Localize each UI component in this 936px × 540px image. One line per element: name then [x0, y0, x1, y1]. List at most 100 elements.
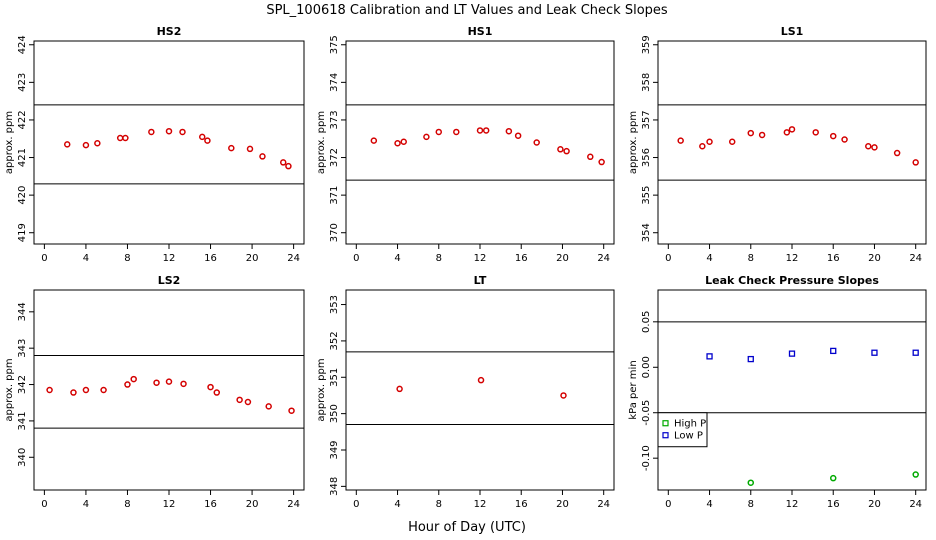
plot-frame: [345, 289, 615, 491]
data-point: [116, 134, 124, 142]
x-tick-label: 0: [353, 253, 359, 264]
panel-2: HS1 0 4 8 12 16 20 24 370 371 372 373 374 375 approx. …: [316, 25, 615, 264]
data-point: [514, 132, 522, 139]
data-point: [477, 376, 485, 384]
data-point: [747, 479, 755, 486]
x-tick-label: 16: [515, 253, 528, 264]
legend-swatch: [662, 432, 669, 439]
x-tick-label: 16: [827, 499, 840, 510]
data-point: [728, 138, 736, 145]
legend-label: High P: [674, 419, 706, 430]
y-tick-label: 0.05: [641, 311, 652, 333]
y-tick-label: 371: [329, 186, 340, 205]
y-tick-label: 344: [17, 302, 28, 321]
y-tick-label: 353: [329, 295, 340, 314]
data-point: [288, 407, 295, 414]
y-tick-label: 359: [641, 35, 652, 54]
data-point: [783, 129, 791, 136]
x-tick-label: 4: [83, 253, 89, 264]
y-tick-label: 356: [641, 148, 652, 167]
data-point: [204, 137, 211, 144]
data-point: [747, 355, 754, 363]
data-point: [180, 380, 187, 388]
data-point: [912, 159, 919, 166]
x-tick-label: 16: [827, 253, 840, 264]
panel-title: LT: [474, 274, 487, 287]
panel-title: HS2: [157, 25, 182, 38]
y-tick-label: 348: [329, 477, 340, 496]
x-tick-label: 12: [163, 499, 176, 510]
panel-6: Leak Check Pressure Slopes 0 4 8 12 16 20 24 -0.…: [628, 274, 927, 510]
data-point: [244, 398, 252, 406]
y-tick-label: 370: [329, 223, 340, 242]
y-tick-label: 419: [17, 223, 28, 242]
panel-3: LS1 0 4 8 12 16 20 24 354 355 356 357 358 359 approx. …: [628, 25, 927, 264]
data-point: [758, 131, 766, 139]
data-point: [46, 386, 53, 394]
panel-title: HS1: [468, 25, 493, 38]
data-point: [788, 126, 796, 133]
data-point: [100, 386, 107, 394]
x-tick-label: 20: [868, 499, 881, 510]
y-axis-label: approx. ppm: [316, 111, 327, 174]
data-point: [482, 127, 490, 134]
data-point: [165, 127, 173, 135]
data-point: [122, 134, 129, 142]
data-point: [82, 141, 90, 149]
y-axis-label: kPa per min: [628, 360, 639, 419]
x-tick-label: 16: [204, 253, 217, 264]
panel-5: LT 0 4 8 12 16 20 24 348 349 350 351 352 353 approx. p…: [316, 274, 615, 510]
x-tick-label: 0: [665, 499, 671, 510]
x-tick-label: 0: [353, 499, 359, 510]
data-point: [228, 144, 235, 152]
data-point: [841, 136, 848, 143]
plot-frame: [657, 289, 927, 491]
legend-box: [657, 412, 708, 448]
y-tick-label: 349: [329, 440, 340, 459]
data-point: [207, 383, 214, 391]
data-point: [829, 132, 837, 140]
data-point: [213, 389, 221, 396]
y-tick-label: 350: [329, 404, 340, 423]
x-tick-label: 8: [436, 499, 442, 510]
data-point: [598, 158, 605, 166]
x-tick-label: 4: [706, 253, 712, 264]
data-point: [871, 349, 878, 356]
data-point: [747, 129, 755, 137]
data-point: [435, 128, 443, 136]
x-tick-label: 24: [909, 499, 922, 510]
x-tick-label: 16: [515, 499, 528, 510]
panel-title: LS1: [781, 25, 804, 38]
y-tick-label: 343: [17, 339, 28, 358]
data-point: [912, 349, 919, 356]
x-tick-label: 8: [124, 499, 130, 510]
x-tick-label: 8: [124, 253, 130, 264]
data-point: [63, 141, 71, 148]
data-point: [699, 143, 706, 150]
data-point: [560, 392, 567, 399]
x-tick-label: 8: [748, 253, 754, 264]
data-point: [124, 381, 131, 388]
x-tick-label: 12: [474, 253, 487, 264]
data-point: [285, 162, 292, 170]
y-tick-label: 351: [329, 368, 340, 387]
plot-frame: [33, 40, 305, 245]
data-point: [82, 386, 90, 394]
data-point: [677, 137, 684, 144]
panel-title: LS2: [158, 274, 181, 287]
x-tick-label: 12: [786, 499, 799, 510]
plot-frame: [345, 40, 615, 245]
data-point: [370, 137, 378, 144]
y-tick-label: 341: [17, 411, 28, 430]
y-tick-label: 423: [17, 73, 28, 92]
y-tick-label: 0.00: [641, 356, 652, 378]
data-point: [153, 379, 160, 386]
data-point: [912, 471, 919, 478]
x-tick-label: 4: [394, 253, 400, 264]
x-tick-label: 24: [597, 499, 610, 510]
y-tick-label: 358: [641, 73, 652, 92]
data-point: [706, 353, 713, 360]
x-tick-label: 16: [204, 499, 217, 510]
y-tick-label: 357: [641, 110, 652, 129]
